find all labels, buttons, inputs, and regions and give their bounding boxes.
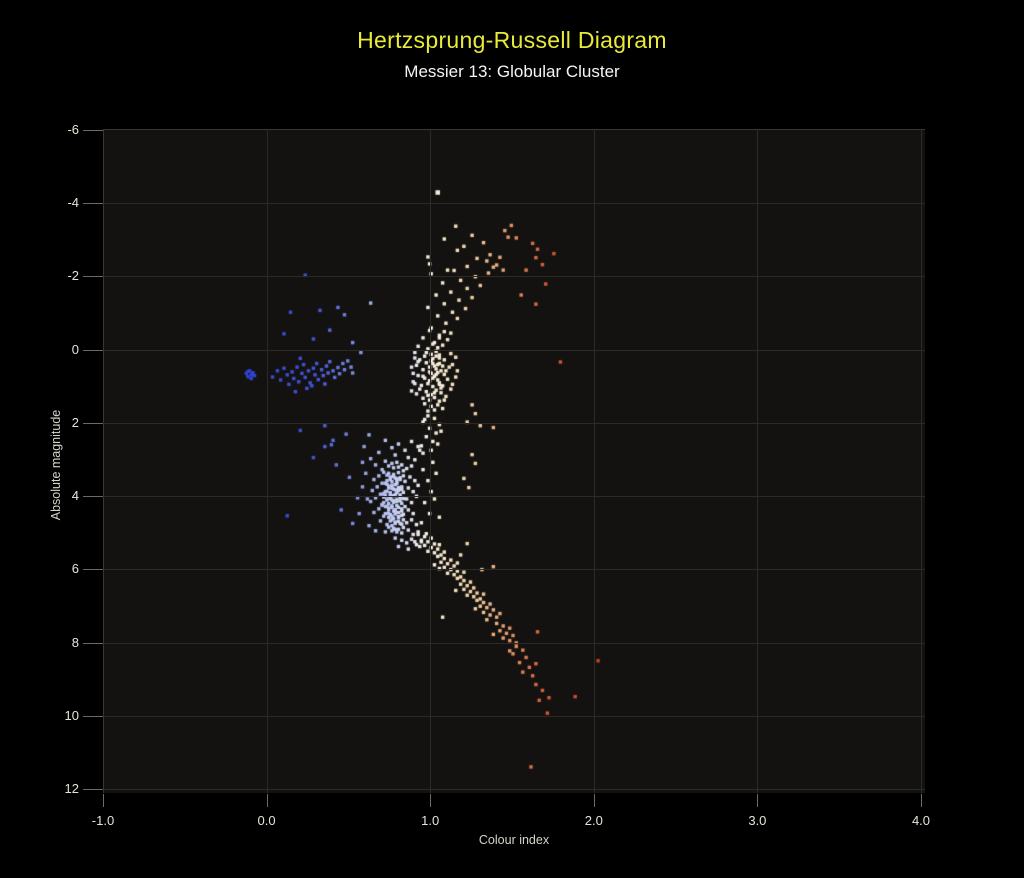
y-tick-label: 8: [71, 634, 79, 650]
y-tick-label: 0: [71, 341, 79, 357]
x-tick-label: 1.0: [421, 813, 440, 828]
x-tick-label: 4.0: [911, 813, 931, 828]
gridline-y: [103, 276, 925, 278]
y-tick-mark: [83, 130, 103, 131]
x-tick-label: 2.0: [584, 813, 603, 828]
y-tick-label: 12: [64, 781, 79, 796]
y-tick-label: -4: [67, 195, 79, 211]
gridline-y: [103, 496, 925, 498]
gridline-y: [103, 715, 925, 717]
x-tick-mark: [103, 794, 104, 807]
gridline-x: [921, 129, 922, 793]
gridline-y: [103, 642, 925, 644]
chart-subtitle: Messier 13: Globular Cluster: [404, 62, 620, 81]
y-tick-mark: [83, 422, 103, 424]
x-tick-mark: [921, 794, 922, 807]
x-tick-label: -1.0: [91, 813, 115, 828]
y-tick-mark: [83, 496, 103, 498]
x-tick-mark: [430, 794, 432, 807]
gridline-y: [103, 349, 925, 351]
gridline-y: [103, 422, 925, 424]
chart-title: Hertzsprung-Russell Diagram: [357, 27, 667, 53]
y-tick-mark: [83, 715, 103, 717]
x-tick-label: 3.0: [748, 813, 767, 828]
gridline-y: [103, 203, 925, 205]
plot-area: [103, 129, 926, 794]
y-tick-mark: [83, 276, 103, 278]
y-tick-mark: [83, 203, 103, 205]
scatter-canvas: [104, 130, 926, 794]
gridline-x: [593, 129, 595, 793]
y-tick-label: 4: [71, 488, 79, 504]
y-tick-label: -2: [67, 268, 79, 284]
y-tick-label: -6: [67, 122, 79, 137]
y-tick-label: 2: [71, 414, 79, 430]
x-axis-label: Colour index: [478, 833, 550, 847]
gridline-x: [757, 129, 759, 793]
gridline-x: [266, 129, 268, 793]
gridline-y: [103, 789, 925, 790]
x-tick-mark: [757, 794, 759, 807]
x-tick-mark: [266, 794, 268, 807]
y-tick-label: 6: [71, 561, 79, 577]
x-tick-label: 0.0: [257, 813, 276, 828]
y-tick-mark: [83, 349, 103, 351]
y-tick-label: 10: [64, 707, 79, 723]
gridline-y: [103, 569, 925, 571]
y-tick-mark: [83, 569, 103, 571]
gridline-x: [430, 129, 432, 793]
y-tick-mark: [83, 789, 103, 790]
x-tick-mark: [593, 794, 595, 807]
y-tick-mark: [83, 642, 103, 644]
chart-header: Hertzsprung-Russell Diagram Messier 13: …: [0, 0, 1024, 82]
